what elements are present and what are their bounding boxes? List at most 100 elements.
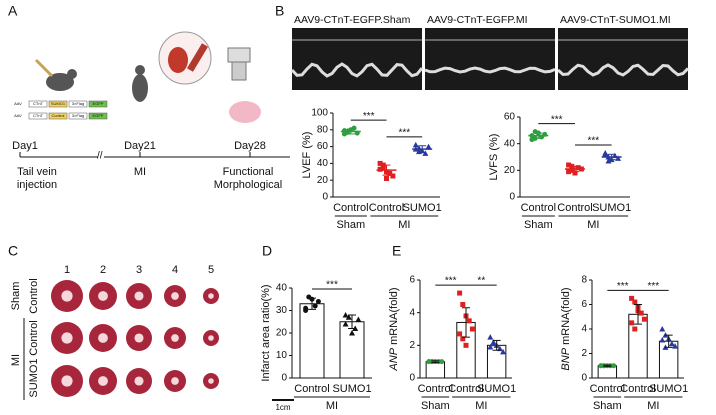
- y-tick-label: 4: [409, 307, 415, 318]
- data-point: [439, 359, 445, 365]
- y-tick-label: 20: [276, 328, 288, 339]
- y-tick-label: 8: [581, 275, 587, 286]
- heart-sections: [272, 399, 294, 401]
- data-point: [390, 173, 396, 179]
- x-tick-label: Control: [369, 202, 404, 214]
- row-label: Control: [28, 320, 40, 355]
- heart-lumen: [171, 377, 179, 385]
- y-axis-label-text: LVFS (%): [488, 134, 500, 181]
- construct-box: [88, 112, 108, 120]
- data-point: [345, 314, 352, 320]
- panel-label: C: [8, 243, 18, 259]
- event-label: Morphological: [214, 179, 282, 191]
- echo-trace: [290, 62, 424, 78]
- construct-label: 3×Flag: [72, 113, 84, 118]
- event-label: Tail vein: [17, 166, 57, 178]
- construct-box: [68, 100, 88, 108]
- construct-label: CTnT: [33, 101, 44, 106]
- echo-label: AAV9-CTnT-EGFP.Sham: [294, 14, 411, 26]
- bar: [339, 321, 365, 379]
- y-tick-label: 6: [409, 275, 415, 286]
- heart-lumen: [171, 334, 179, 342]
- significance-label: ***: [398, 128, 410, 139]
- data-point: [605, 158, 612, 164]
- significance-label: ***: [647, 281, 659, 292]
- heart-lumen: [98, 291, 108, 301]
- y-axis-label-text: mRNA(fold): [560, 287, 572, 348]
- data-point: [496, 345, 503, 352]
- heart-lumen: [98, 333, 108, 343]
- echo-image: [425, 28, 555, 90]
- panel-label: D: [262, 243, 272, 259]
- x-tick-label: Control: [557, 202, 592, 214]
- y-axis-label: ANP mRNA(fold): [388, 287, 400, 371]
- data-point: [569, 167, 575, 173]
- data-point: [500, 348, 507, 355]
- y-axis-label-text: Infarct area ratio(%): [260, 284, 272, 381]
- construct-label: 3×Flag: [72, 101, 84, 106]
- event-label: MI: [134, 166, 146, 178]
- construct-label: SUMO1: [51, 101, 66, 106]
- data-point: [312, 303, 318, 309]
- heart-lumen: [171, 292, 179, 300]
- data-point: [659, 337, 666, 343]
- data-point: [615, 155, 622, 161]
- heart-lumen: [208, 378, 214, 384]
- data-point: [487, 343, 494, 350]
- echo-trace: [557, 63, 690, 77]
- column-label: 2: [100, 264, 106, 276]
- data-point: [303, 305, 309, 311]
- data-point: [490, 340, 497, 347]
- y-tick-label: 100: [311, 108, 328, 119]
- echo-trace: [424, 66, 556, 74]
- y-tick-label: 10: [276, 350, 288, 361]
- data-point: [629, 295, 635, 301]
- column-label: 4: [172, 264, 178, 276]
- y-tick-label: 0: [409, 373, 415, 384]
- data-point: [422, 150, 429, 156]
- data-point: [387, 170, 393, 176]
- significance-label: ***: [445, 276, 457, 287]
- heart-lumen: [208, 335, 214, 341]
- data-point: [566, 162, 572, 168]
- heart-lumen: [61, 290, 73, 302]
- data-point: [425, 143, 432, 150]
- group-label: MI: [326, 400, 338, 412]
- column-label: 1: [64, 264, 70, 276]
- heart-lumen: [134, 291, 144, 301]
- svg-text://: //: [97, 151, 103, 162]
- day-label: Day1: [12, 140, 38, 152]
- heart-lumen: [134, 333, 144, 343]
- y-axis-label-text: LVEF (%): [301, 132, 313, 179]
- y-tick-label: 60: [504, 112, 516, 123]
- significance-label: ***: [551, 114, 563, 125]
- data-point: [602, 151, 609, 157]
- data-point: [601, 363, 607, 369]
- x-tick-label: SUMO1: [403, 202, 442, 214]
- construct-label: CTnT: [33, 113, 44, 118]
- data-point: [463, 342, 469, 348]
- data-point: [566, 169, 572, 175]
- data-point: [466, 318, 472, 324]
- y-tick-label: 20: [504, 165, 516, 176]
- heart-lumen: [134, 376, 144, 386]
- echo-image: [292, 28, 422, 90]
- y-tick-label: 0: [581, 373, 587, 384]
- y-tick-label: 20: [317, 175, 329, 186]
- x-tick-label: Control: [590, 383, 625, 395]
- group-label: MI: [647, 400, 659, 412]
- data-point: [457, 290, 463, 296]
- x-tick-label: SUMO1: [477, 383, 516, 395]
- data-point: [457, 331, 463, 337]
- y-tick-label: 80: [317, 124, 329, 135]
- heart-lumen: [98, 376, 108, 386]
- y-tick-label: 40: [276, 283, 288, 294]
- group-label: Sham: [421, 400, 450, 412]
- y-tick-label: 30: [276, 305, 288, 316]
- data-point: [342, 321, 349, 327]
- y-tick-label: 4: [581, 324, 587, 335]
- y-axis-label-text: mRNA(fold): [388, 287, 400, 348]
- significance-label: **: [477, 276, 485, 287]
- data-point: [629, 320, 635, 326]
- construct-label: AAV: [14, 101, 22, 106]
